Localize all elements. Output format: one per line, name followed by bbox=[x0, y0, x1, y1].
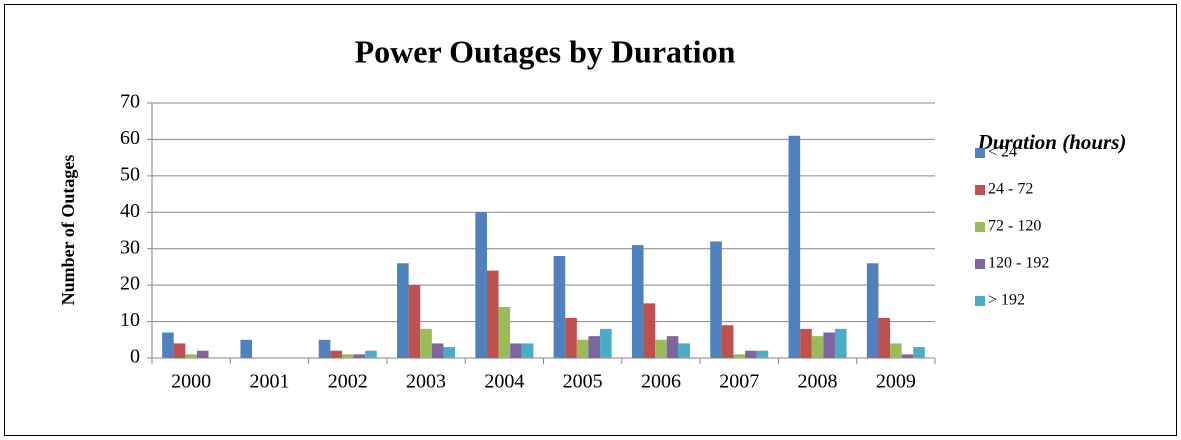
bar bbox=[196, 350, 209, 358]
bar bbox=[866, 263, 879, 358]
bar bbox=[710, 241, 722, 358]
x-tick-label: 2000 bbox=[171, 371, 211, 393]
x-tick-label: 2009 bbox=[876, 371, 916, 393]
bar bbox=[173, 343, 186, 358]
legend-label: 72 - 120 bbox=[988, 218, 1041, 235]
legend-swatch bbox=[975, 222, 985, 232]
bar bbox=[666, 336, 679, 358]
legend-swatch bbox=[975, 148, 985, 158]
legend-swatch bbox=[975, 185, 985, 195]
y-tick-label: 0 bbox=[130, 346, 140, 368]
y-tick-label: 70 bbox=[120, 91, 140, 113]
bar bbox=[318, 339, 331, 358]
bar bbox=[600, 328, 612, 358]
x-tick-label: 2005 bbox=[563, 371, 603, 393]
bar bbox=[365, 350, 377, 358]
legend-label: < 24 bbox=[988, 144, 1017, 161]
bar bbox=[811, 336, 824, 358]
bar bbox=[486, 270, 499, 358]
bar bbox=[408, 285, 421, 358]
bar bbox=[240, 339, 253, 358]
x-tick-label: 2008 bbox=[798, 371, 838, 393]
bar bbox=[576, 339, 589, 358]
legend-label: 24 - 72 bbox=[988, 181, 1033, 198]
bar bbox=[678, 343, 690, 358]
bar bbox=[901, 354, 914, 358]
y-axis-label: Number of Outages bbox=[58, 155, 78, 306]
bar bbox=[341, 354, 354, 358]
y-tick-label: 40 bbox=[120, 200, 140, 222]
bar bbox=[834, 328, 847, 358]
bar bbox=[788, 135, 801, 358]
bar bbox=[162, 332, 174, 358]
y-tick-label: 20 bbox=[120, 273, 140, 295]
legend-label: 120 - 192 bbox=[988, 255, 1049, 272]
bar bbox=[823, 332, 835, 358]
chart-title: Power Outages by Duration bbox=[355, 33, 736, 69]
bar bbox=[890, 343, 902, 358]
bar bbox=[878, 317, 891, 358]
bar bbox=[733, 354, 746, 358]
legend-swatch bbox=[975, 259, 985, 269]
bar bbox=[745, 350, 757, 358]
bar bbox=[510, 343, 522, 358]
bar bbox=[521, 343, 534, 358]
bar bbox=[721, 325, 734, 358]
y-tick-label: 50 bbox=[120, 163, 140, 185]
bar bbox=[353, 354, 366, 358]
bar bbox=[631, 245, 644, 358]
bar bbox=[643, 303, 656, 358]
bar bbox=[913, 347, 925, 358]
legend-swatch bbox=[975, 296, 985, 306]
bar bbox=[420, 328, 432, 358]
x-tick-label: 2003 bbox=[406, 371, 446, 393]
y-tick-label: 60 bbox=[120, 127, 140, 149]
bar bbox=[655, 339, 667, 358]
x-tick-label: 2002 bbox=[328, 371, 368, 393]
chart-border bbox=[4, 4, 1177, 436]
bar bbox=[756, 350, 769, 358]
bar bbox=[431, 343, 444, 358]
bar bbox=[498, 307, 511, 358]
bar bbox=[588, 336, 601, 358]
legend-title: Duration (hours) bbox=[977, 130, 1127, 154]
x-tick-label: 2004 bbox=[484, 371, 524, 393]
x-tick-label: 2001 bbox=[249, 371, 289, 393]
bar bbox=[185, 354, 197, 358]
y-tick-label: 30 bbox=[120, 236, 140, 258]
y-tick-label: 10 bbox=[120, 309, 140, 331]
bar bbox=[443, 347, 456, 358]
bar bbox=[553, 256, 566, 358]
x-tick-label: 2006 bbox=[641, 371, 681, 393]
bar bbox=[330, 350, 342, 358]
x-tick-label: 2007 bbox=[719, 371, 759, 393]
bar bbox=[397, 263, 409, 358]
legend-label: > 192 bbox=[988, 292, 1025, 309]
bar bbox=[800, 328, 812, 358]
bar bbox=[475, 212, 487, 358]
bar bbox=[565, 317, 577, 358]
